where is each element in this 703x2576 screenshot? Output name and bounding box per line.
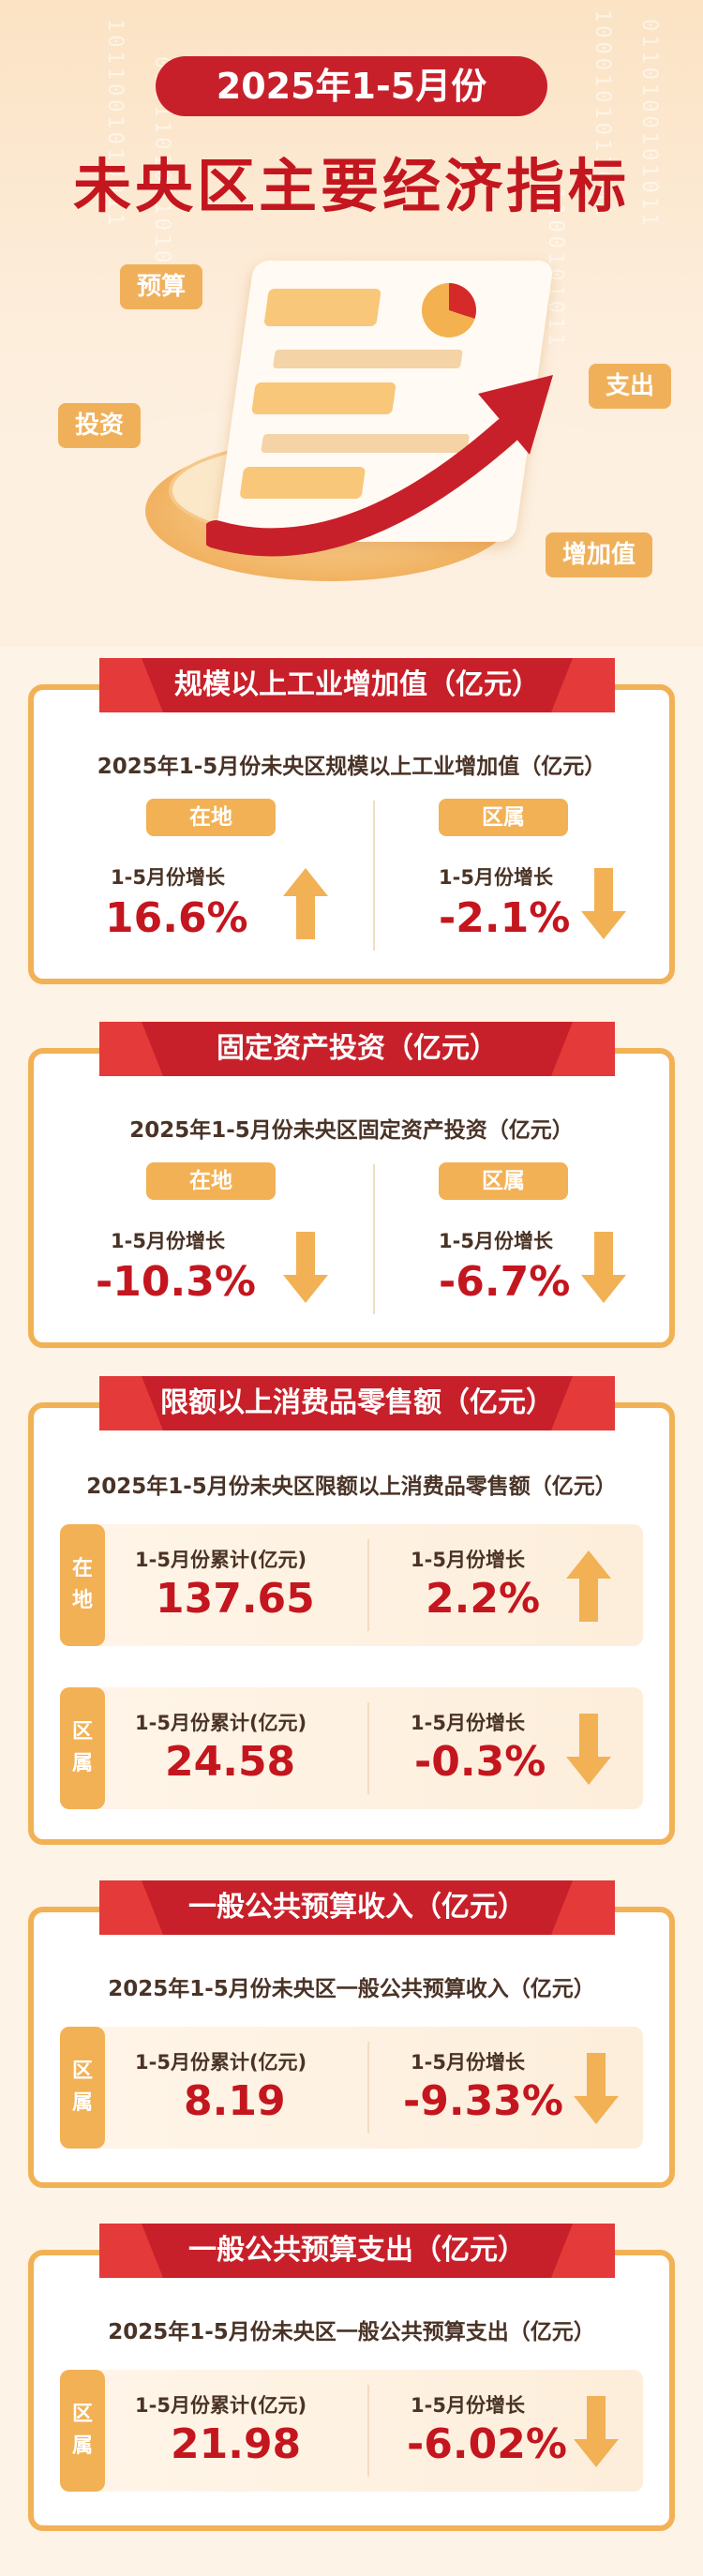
- binary-decoration: 1000101011001: [591, 9, 614, 220]
- arrow-up-icon: [566, 1550, 611, 1622]
- page-title: 未央区主要经济指标: [72, 152, 630, 220]
- card-revenue: 一般公共预算收入（亿元） 2025年1-5月份未央区一般公共预算收入（亿元） 区…: [28, 1880, 675, 2188]
- tag-investment: 投资: [58, 403, 142, 448]
- tag-value-added: 增加值: [546, 532, 653, 577]
- growth-label: 1-5月份增长: [439, 866, 553, 889]
- section-subtitle: 2025年1-5月份未央区一般公共预算支出（亿元）: [108, 2320, 595, 2344]
- tag-budget: 预算: [120, 264, 203, 309]
- tag-expenditure: 支出: [589, 364, 672, 409]
- cumulative-value: 24.58: [165, 1738, 296, 1786]
- growth-value: -2.1%: [439, 894, 571, 942]
- pie-chart-icon: [422, 283, 476, 337]
- arrow-down-icon: [574, 2396, 619, 2467]
- card-investment: 固定资产投资（亿元） 2025年1-5月份未央区固定资产投资（亿元） 在地 1-…: [28, 1022, 675, 1348]
- pill-district: 区属: [439, 799, 568, 836]
- pill-local: 在地: [146, 799, 276, 836]
- row-tab: 区属: [60, 2027, 105, 2149]
- pill-district: 区属: [439, 1162, 568, 1200]
- growth-label: 1-5月份增长: [411, 1712, 525, 1734]
- section-banner: 固定资产投资（亿元）: [142, 1022, 573, 1076]
- data-row-district: 区属 1-5月份累计(亿元) 21.98 1-5月份增长 -6.02%: [60, 2370, 643, 2492]
- growth-value: 2.2%: [426, 1575, 541, 1623]
- cumulative-value: 21.98: [171, 2420, 302, 2468]
- cumulative-label: 1-5月份累计(亿元): [135, 1712, 307, 1734]
- growth-label: 1-5月份增长: [439, 1230, 553, 1252]
- arrow-up-icon: [283, 868, 328, 939]
- cumulative-label: 1-5月份累计(亿元): [135, 1549, 307, 1571]
- arrow-down-icon: [574, 2053, 619, 2124]
- growth-label: 1-5月份增长: [411, 1549, 525, 1571]
- card-expenditure: 一般公共预算支出（亿元） 2025年1-5月份未央区一般公共预算支出（亿元） 区…: [28, 2224, 675, 2531]
- data-row-district: 区属 1-5月份累计(亿元) 8.19 1-5月份增长 -9.33%: [60, 2027, 643, 2149]
- arrow-down-icon: [581, 1232, 626, 1303]
- growth-label: 1-5月份增长: [111, 866, 225, 889]
- row-tab: 区属: [60, 1687, 105, 1809]
- card-retail: 限额以上消费品零售额（亿元） 2025年1-5月份未央区限额以上消费品零售额（亿…: [28, 1376, 675, 1845]
- arrow-down-icon: [283, 1232, 328, 1303]
- binary-decoration: 1011001010011: [103, 19, 127, 230]
- growth-label: 1-5月份增长: [111, 1230, 225, 1252]
- period-pill: 2025年1-5月份: [156, 56, 547, 116]
- growth-value: -10.3%: [96, 1258, 256, 1306]
- growth-value: -0.3%: [414, 1738, 546, 1786]
- row-tab: 在地: [60, 1524, 105, 1646]
- arrow-down-icon: [566, 1714, 611, 1785]
- section-banner: 规模以上工业增加值（亿元）: [142, 658, 573, 712]
- growth-label: 1-5月份增长: [411, 2394, 525, 2417]
- section-subtitle: 2025年1-5月份未央区限额以上消费品零售额（亿元）: [86, 1475, 617, 1499]
- cumulative-label: 1-5月份累计(亿元): [135, 2394, 307, 2417]
- growth-value: -6.02%: [407, 2420, 567, 2468]
- growth-value: -6.7%: [439, 1258, 571, 1306]
- growth-value: 16.6%: [105, 894, 248, 942]
- section-banner: 限额以上消费品零售额（亿元）: [142, 1376, 573, 1430]
- cumulative-value: 8.19: [184, 2077, 286, 2125]
- arrow-down-icon: [581, 868, 626, 939]
- row-tab: 区属: [60, 2370, 105, 2492]
- section-subtitle: 2025年1-5月份未央区固定资产投资（亿元）: [129, 1118, 574, 1143]
- binary-decoration: 0110100101011: [637, 19, 661, 230]
- hero-banner: 1000101011001 0110100101011 101100101001…: [0, 0, 703, 647]
- pill-local: 在地: [146, 1162, 276, 1200]
- data-row-local: 在地 1-5月份累计(亿元) 137.65 1-5月份增长 2.2%: [60, 1524, 643, 1646]
- growth-value: -9.33%: [403, 2077, 563, 2125]
- section-subtitle: 2025年1-5月份未央区规模以上工业增加值（亿元）: [97, 755, 606, 779]
- cumulative-value: 137.65: [156, 1575, 315, 1623]
- section-banner: 一般公共预算支出（亿元）: [142, 2224, 573, 2278]
- growth-arrow-icon: [206, 375, 553, 557]
- growth-label: 1-5月份增长: [411, 2051, 525, 2074]
- section-banner: 一般公共预算收入（亿元）: [142, 1880, 573, 1935]
- data-row-district: 区属 1-5月份累计(亿元) 24.58 1-5月份增长 -0.3%: [60, 1687, 643, 1809]
- section-subtitle: 2025年1-5月份未央区一般公共预算收入（亿元）: [108, 1977, 595, 2001]
- cumulative-label: 1-5月份累计(亿元): [135, 2051, 307, 2074]
- card-industry: 规模以上工业增加值（亿元） 2025年1-5月份未央区规模以上工业增加值（亿元）…: [28, 658, 675, 984]
